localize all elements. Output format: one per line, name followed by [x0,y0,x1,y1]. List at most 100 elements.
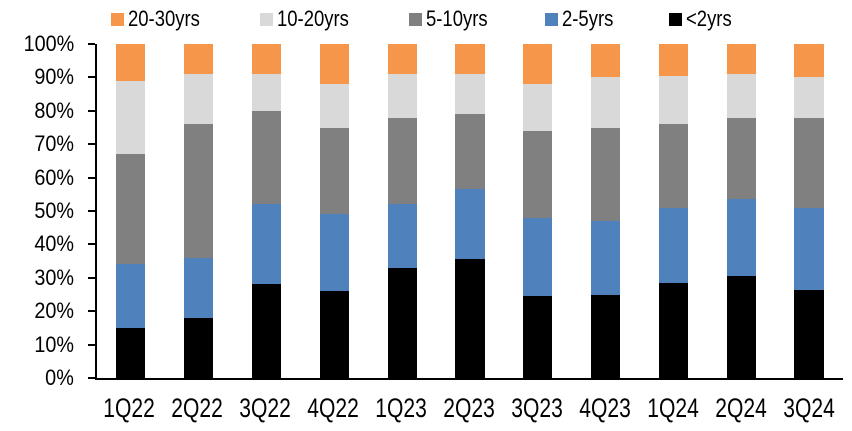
y-tick-mark [88,343,95,346]
bar-segment-1q23-10-20yrs [387,74,417,118]
x-tick-label-text: 2Q24 [715,393,767,423]
legend-swatch-2yrs [669,12,683,26]
chart-legend: 20-30yrs 10-20yrs 5-10yrs 2-5yrs <2yrs [0,5,852,33]
bar-segment-4q22-10-20yrs [319,84,349,128]
x-tick-label-2q23: 2Q23 [435,393,503,424]
bar-segment-4q22-20-30yrs [319,44,349,85]
bar-segment-3q24-10-20yrs [794,77,824,118]
bar-segment-2q24-20-30yrs [726,44,756,75]
y-tick-mark [88,76,95,79]
legend-item-2-5yrs: 2-5yrs [545,6,623,32]
bar-slot-1q22 [97,44,165,378]
x-tick-label-text: 4Q23 [579,393,631,423]
y-tick-mark [88,210,95,212]
y-tick-mark [88,243,95,246]
bar-slot-2q24 [707,44,775,378]
stacked-bar-2q24 [726,44,756,378]
bar-segment-2q23-2yrs [455,259,485,378]
bar-slot-2q22 [165,44,233,378]
x-tick-label-3q23: 3Q23 [503,393,571,424]
legend-label: 2-5yrs [562,6,614,31]
bar-segment-3q23-2-5yrs [523,217,553,297]
y-tick-label: 30% [34,264,74,290]
x-tick-label-text: 1Q24 [647,393,699,423]
bar-segment-2q22-20-30yrs [184,44,214,75]
x-tick-label-4q22: 4Q22 [299,393,367,424]
bar-segment-1q24-2-5yrs [658,207,688,283]
bar-segment-1q24-5-10yrs [658,124,688,208]
bar-segment-3q23-10-20yrs [523,84,553,131]
bar-segment-1q24-10-20yrs [658,75,688,125]
bar-segment-3q24-2yrs [794,289,824,378]
stacked-bar-1q24 [658,44,688,378]
bar-segment-3q22-5-10yrs [251,110,282,205]
x-tick-label-1q23: 1Q23 [367,393,435,424]
bar-segment-2q22-10-20yrs [184,74,214,125]
y-tick-mark [88,276,95,279]
bars-container [97,44,843,378]
bar-segment-2q24-2-5yrs [726,199,756,277]
x-tick-label-1q24: 1Q24 [639,393,707,424]
bar-segment-3q22-10-20yrs [251,74,282,111]
bar-segment-2q23-2-5yrs [455,189,485,260]
x-axis-labels: 1Q22 2Q22 3Q22 4Q22 1Q23 2Q23 3Q23 4Q23 1Q24 2Q24… [95,393,843,424]
bar-segment-2q23-5-10yrs [455,114,485,190]
bar-segment-4q23-10-20yrs [591,77,621,128]
bar-slot-3q23 [504,44,572,378]
bar-segment-2q23-20-30yrs [455,44,485,75]
bar-segment-3q24-20-30yrs [794,44,824,78]
x-tick-label-3q24: 3Q24 [775,393,843,424]
y-tick-label: 10% [34,331,74,357]
stacked-bar-3q24 [794,44,824,378]
legend-swatch-10-20yrs [260,12,274,26]
x-tick-label-2q22: 2Q22 [163,393,231,424]
y-tick-mark [88,143,95,146]
bar-segment-3q22-2-5yrs [251,204,282,285]
bar-segment-2q24-5-10yrs [726,117,756,200]
x-tick-label-text: 1Q23 [375,393,427,423]
bar-segment-1q22-2yrs [116,327,146,378]
y-tick-label: 100% [23,31,74,56]
legend-swatch-2-5yrs [545,12,558,26]
bar-segment-1q23-20-30yrs [387,44,417,75]
stacked-bar-3q23 [523,44,553,378]
x-tick-label-text: 3Q23 [511,393,563,423]
bar-segment-3q22-2yrs [251,284,282,378]
bar-segment-1q22-10-20yrs [116,80,146,155]
stacked-bar-1q23 [387,44,417,378]
bar-segment-4q23-5-10yrs [591,127,621,222]
y-tick-label: 20% [34,298,74,324]
bar-segment-1q24-2yrs [658,282,688,378]
bar-segment-4q22-2-5yrs [319,214,349,292]
stacked-bar-4q23 [591,44,621,378]
y-tick-label: 0% [45,365,74,390]
bar-segment-1q23-2-5yrs [387,204,417,268]
stacked-bar-3q22 [251,44,282,378]
legend-item-2yrs: <2yrs [669,6,740,32]
bar-segment-3q22-20-30yrs [251,44,282,75]
legend-label: 20-30yrs [128,6,201,31]
x-tick-label-text: 4Q22 [307,393,359,423]
y-tick-mark [88,176,95,179]
y-tick-label: 60% [34,164,74,190]
bar-slot-4q22 [300,44,368,378]
bar-segment-1q22-5-10yrs [116,154,146,265]
legend-item-20-30yrs: 20-30yrs [111,6,214,32]
y-tick-mark [88,109,95,112]
bar-segment-2q24-2yrs [726,276,756,378]
x-tick-label-3q22: 3Q22 [231,393,299,424]
legend-label: 10-20yrs [277,6,349,31]
bar-segment-4q23-2yrs [591,294,621,378]
y-axis-labels: 0% 10% 20% 30% 40% 50% 60% 70% 80% 90% 100% [0,33,76,389]
legend-label: <2yrs [686,6,732,31]
bar-segment-4q23-20-30yrs [591,44,621,78]
bar-segment-4q22-2yrs [319,291,349,378]
bar-segment-2q22-2yrs [184,317,214,378]
bar-segment-2q22-5-10yrs [184,124,214,258]
legend-label: 5-10yrs [425,6,488,31]
stacked-bar-1q22 [116,44,146,378]
stacked-bar-4q22 [319,44,349,378]
legend-item-5-10yrs: 5-10yrs [408,6,499,32]
bar-segment-4q22-5-10yrs [319,127,349,215]
bar-segment-1q23-2yrs [387,267,417,378]
